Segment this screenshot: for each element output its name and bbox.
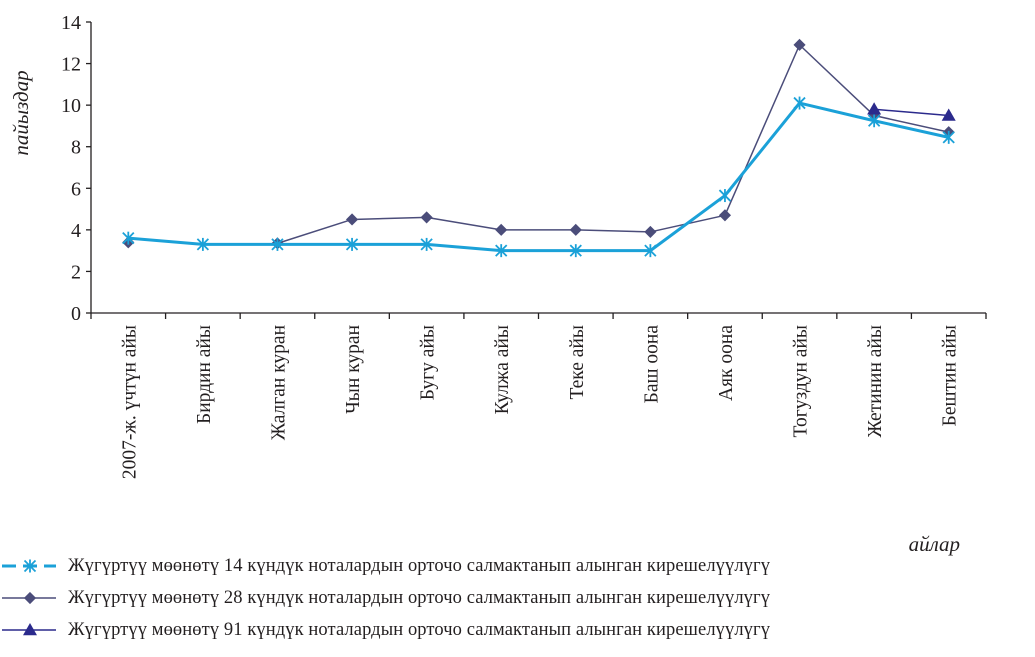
x-tick-label: Бугу айы: [418, 325, 439, 400]
series-line: [874, 108, 949, 117]
asterisk-marker: [196, 237, 210, 251]
asterisk-marker: [495, 244, 508, 258]
diamond-marker: [569, 223, 582, 236]
asterisk-marker: [867, 114, 881, 128]
diamond-marker: [644, 225, 657, 239]
asterisk-marker: [345, 237, 359, 251]
x-tick-label: 2007-ж. үчтүн айы: [119, 325, 140, 479]
series-0: [122, 96, 955, 258]
diamond-marker: [345, 213, 359, 226]
asterisk-marker: [942, 130, 955, 144]
x-tick-label: Тогуздун айы: [791, 325, 812, 437]
y-tick-label: 6: [71, 178, 81, 200]
diamond-marker: [420, 211, 433, 224]
legend-item-28-day: Жүгүртүү мөөнөтү 28 күндүк ноталардын ор…: [0, 586, 1035, 614]
asterisk-marker: [23, 559, 37, 573]
legend-label: Жүгүртүү мөөнөтү 14 күндүк ноталардын ор…: [68, 556, 771, 576]
asterisk-marker: [793, 96, 806, 110]
x-axis-label: айлар: [909, 532, 960, 556]
asterisk-marker: [122, 231, 135, 245]
asterisk-marker: [569, 244, 582, 258]
y-tick-label: 10: [61, 95, 81, 117]
diamond-marker: [495, 223, 508, 236]
y-tick-label: 14: [61, 12, 81, 34]
series-layer: [122, 38, 956, 258]
series-line: [277, 44, 949, 245]
y-tick-label: 0: [71, 303, 81, 325]
asterisk-marker: [718, 189, 732, 203]
legend-item-14-day: Жүгүртүү мөөнөтү 14 күндүк ноталардын ор…: [0, 554, 1035, 582]
x-tick-label: Аяк оона: [716, 325, 737, 401]
triangle-marker: [23, 623, 37, 636]
x-tick-label: Кулжа айы: [492, 325, 513, 414]
asterisk-marker: [644, 244, 657, 258]
diamond-marker: [718, 209, 732, 222]
y-tick-labels: 0 2 4 6 8 10 12 14: [61, 12, 81, 325]
x-tick-label: Бештин айы: [940, 325, 961, 426]
triangle-marker: [867, 102, 882, 115]
legend-item-91-day: Жүгүртүү мөөнөтү 91 күндүк ноталардын ор…: [0, 618, 1035, 646]
asterisk-marker: [271, 237, 284, 251]
y-axis-label: пайыздар: [9, 70, 33, 155]
x-tick-label: Жетинин айы: [865, 325, 886, 437]
diamond-marker: [23, 591, 37, 605]
y-tick-label: 2: [71, 261, 81, 283]
diamond-marker: [793, 38, 806, 51]
series-1: [122, 38, 955, 250]
x-tick-label: Бирдин айы: [194, 325, 215, 424]
chart-axes: [86, 21, 987, 319]
legend-swatch-diamond: [2, 591, 56, 605]
y-tick-label: 4: [71, 220, 81, 242]
y-tick-label: 8: [71, 137, 81, 159]
x-tick-label: Жалган куран: [268, 325, 289, 440]
triangle-marker: [941, 108, 956, 121]
asterisk-marker: [420, 237, 433, 251]
series-2: [867, 102, 956, 121]
y-tick-label: 12: [61, 54, 81, 76]
x-tick-label: Теке айы: [567, 325, 588, 400]
legend-swatch-triangle: [2, 623, 56, 636]
line-chart: 0 2 4 6 8 10 12 14 2007-ж. үчтүн айы Бирдин айы Ж…: [9, 12, 987, 556]
series-line: [128, 101, 950, 253]
legend-label: Жүгүртүү мөөнөтү 28 күндүк ноталардын ор…: [68, 588, 771, 608]
legend-swatch-asterisk: [2, 559, 56, 573]
x-tick-labels: 2007-ж. үчтүн айы Бирдин айы Жалган куран Ч…: [119, 325, 960, 479]
legend-label: Жүгүртүү мөөнөтү 91 күндүк ноталардын ор…: [68, 620, 771, 640]
x-tick-label: Баш оона: [641, 325, 662, 404]
x-tick-label: Чын куран: [343, 325, 364, 414]
